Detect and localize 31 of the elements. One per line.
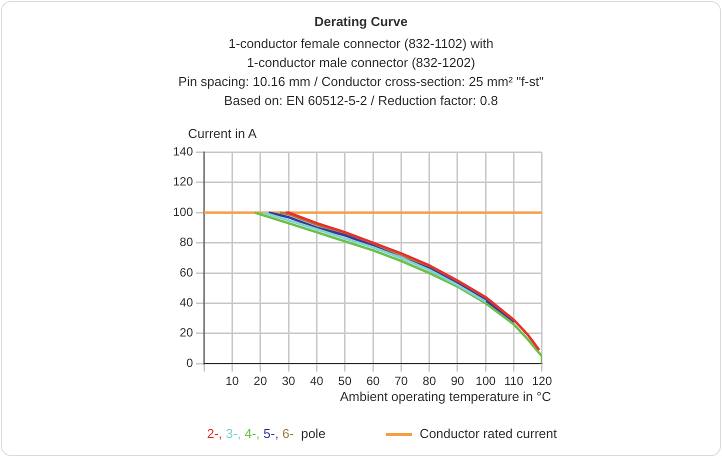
- y-tick-label: 60: [180, 265, 194, 280]
- y-tick-label: 20: [180, 326, 194, 340]
- x-tick-label: 70: [394, 374, 408, 388]
- legend-title: pole: [300, 426, 326, 441]
- x-tick-label: 30: [282, 374, 296, 388]
- text: 6-: [282, 426, 294, 441]
- x-tick-label: 50: [338, 374, 352, 388]
- x-tick-label: 120: [532, 374, 552, 388]
- x-tick-label: 80: [422, 374, 436, 388]
- x-tick-label: 60: [366, 374, 380, 388]
- text: 3-,: [226, 426, 241, 441]
- chart-title: Derating Curve: [313, 14, 409, 29]
- y-tick-label: 0: [186, 356, 194, 370]
- y-tick-label: 80: [180, 235, 194, 250]
- text: 4-,: [244, 426, 260, 441]
- x-tick-label: 40: [310, 374, 324, 388]
- text: 2-,: [207, 426, 222, 441]
- x-tick-label: 110: [504, 374, 524, 388]
- y-tick-label: 120: [172, 174, 194, 189]
- text: 5-,: [263, 426, 279, 441]
- x-tick-label: 100: [476, 374, 496, 388]
- y-tick-label: 40: [180, 296, 194, 310]
- y-axis-title: Current in A: [188, 126, 257, 141]
- y-tick-label: 140: [172, 144, 194, 159]
- legend-label: Conductor rated current: [418, 426, 557, 441]
- x-tick-label: 90: [450, 374, 464, 388]
- x-tick-label: 20: [254, 374, 268, 388]
- chart-subtitle: 1-conductor female connector (832-1102) with 1-conductor male connector (832-1202) Pin spacing: 10.16 mm / Conductor cross-section: 25 mm² "f-st" Based on: EN 60512-5-2 / Reduction factor: 0.8: [177, 35, 545, 110]
- x-axis-title: Ambient operating temperature in °C: [340, 389, 552, 404]
- y-tick-label: 100: [172, 204, 194, 219]
- x-tick-label: 10: [226, 374, 240, 388]
